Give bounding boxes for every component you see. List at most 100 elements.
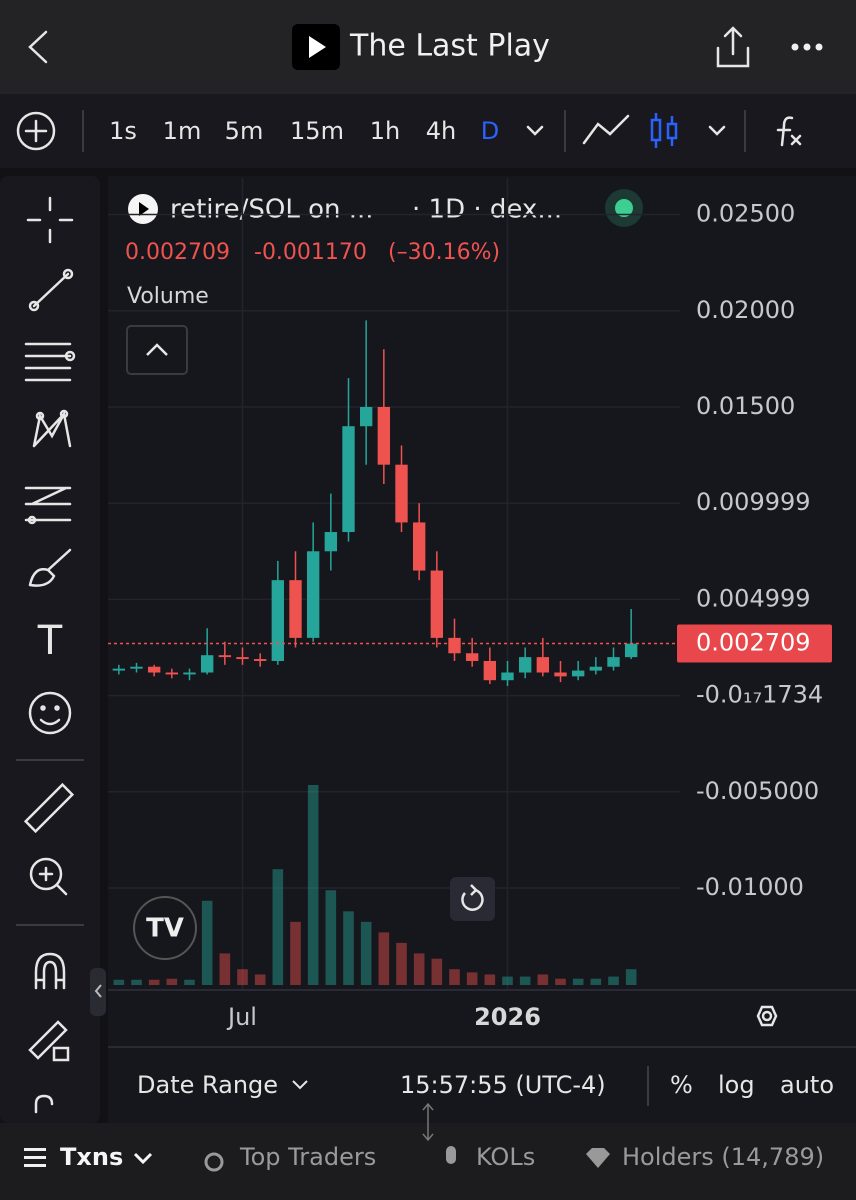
candle-body (448, 637, 461, 654)
volume-bar (113, 979, 125, 985)
price-change-percent: (–30.16%) (388, 240, 500, 265)
candle-body (342, 426, 355, 533)
volume-bar (254, 974, 266, 985)
auto-toggle[interactable]: auto (780, 1071, 834, 1099)
candle-body (395, 464, 408, 523)
emoji-tool[interactable] (28, 691, 72, 735)
reset-button[interactable] (450, 877, 495, 921)
timeframes: 1s 1m 5m 15m 1h 4h D (109, 117, 499, 145)
tab[interactable]: KOLs (476, 1143, 535, 1171)
resize-handle[interactable] (422, 1102, 434, 1142)
crosshair-tool[interactable] (26, 196, 74, 244)
status-dot (615, 199, 633, 217)
more-button[interactable] (791, 43, 823, 51)
volume-bar (519, 976, 531, 985)
lock-drawings-tool[interactable] (28, 1020, 70, 1062)
volume-bar (502, 976, 513, 985)
candle-body (359, 406, 373, 427)
brush-tool[interactable] (28, 548, 72, 587)
volume-bar (413, 953, 425, 985)
share-button[interactable] (716, 26, 750, 68)
back-button[interactable] (28, 30, 48, 64)
tradingview-logo[interactable] (133, 896, 197, 960)
tab[interactable]: Top Traders (239, 1143, 376, 1171)
trend-line-tool[interactable] (28, 268, 74, 312)
fib-tool[interactable] (24, 342, 76, 382)
add-indicator[interactable] (16, 111, 56, 151)
volume-bar (272, 869, 284, 985)
log-toggle[interactable]: log (718, 1071, 755, 1099)
y-tick-label: -0.005000 (696, 777, 819, 805)
timeframe-button[interactable]: 4h (426, 117, 456, 145)
settings-button[interactable] (756, 1005, 778, 1027)
volume-bar (290, 921, 301, 985)
pattern-tool[interactable] (32, 409, 72, 448)
candle-body (430, 570, 444, 638)
timeframe-button[interactable]: 1m (163, 117, 202, 145)
volume-bar (307, 785, 319, 985)
volume-bar (590, 978, 602, 985)
y-tick-label: -0.01000 (696, 873, 804, 901)
volume-bar (166, 978, 178, 985)
candle-body (183, 672, 196, 675)
candle-body (536, 657, 550, 673)
candle-body (501, 672, 514, 681)
timeframe-button[interactable]: D (481, 117, 499, 145)
x-tick-label: 2026 (474, 1003, 541, 1031)
last-price-label: 0.002709 (696, 628, 811, 656)
candle-chart-button[interactable] (650, 113, 678, 148)
text-tool[interactable]: T (37, 618, 63, 664)
candle-body (412, 522, 426, 571)
volume-label: Volume (127, 284, 209, 309)
prediction-tool[interactable] (24, 486, 72, 525)
chart-type-dropdown[interactable] (708, 125, 726, 136)
logo-mark (309, 36, 326, 58)
page-title: The Last Play (349, 29, 550, 64)
timeframe-button[interactable]: 5m (225, 117, 264, 145)
zoom-tool[interactable] (29, 857, 68, 896)
timeframe-button[interactable]: 15m (290, 117, 344, 145)
volume-bar (555, 978, 566, 985)
line-chart-button[interactable] (582, 114, 630, 145)
tab[interactable]: Txns (60, 1143, 123, 1171)
candle-body (377, 406, 391, 465)
candle-body (200, 655, 214, 673)
candle-body (306, 551, 320, 638)
timeframe-button[interactable]: 1h (370, 117, 400, 145)
time: 15:57:55 (UTC-4) (400, 1071, 606, 1099)
candle-body (147, 666, 161, 673)
candle-body (218, 655, 232, 658)
measure-tool[interactable] (23, 782, 75, 834)
percent-toggle[interactable]: % (670, 1071, 693, 1099)
candle-body (554, 672, 567, 677)
collapse-legend[interactable] (126, 325, 188, 375)
y-tick-label: 0.02000 (696, 296, 795, 324)
y-tick-label: 0.009999 (696, 488, 811, 516)
timeframe-button[interactable]: 1s (109, 117, 137, 145)
volume-bar (431, 958, 443, 985)
y-tick-label: 0.004999 (696, 584, 811, 612)
volume-bar (466, 972, 478, 985)
candle-body (236, 657, 249, 660)
tab-dropdown[interactable] (133, 1152, 153, 1165)
drawing-toolbar (0, 176, 100, 1123)
last-price: 0.002709 (125, 240, 230, 265)
date-range[interactable]: Date Range (137, 1071, 278, 1099)
volume-bar (608, 976, 619, 985)
lock-tool[interactable] (34, 1094, 54, 1114)
volume-bar (148, 979, 160, 985)
y-tick-label: 0.02500 (696, 200, 795, 228)
last-price-box (677, 624, 832, 663)
candle-body (624, 643, 638, 658)
indicators-button[interactable] (776, 116, 802, 147)
magnet-tool[interactable] (34, 952, 66, 990)
volume-bar (396, 942, 407, 985)
volume-bar (219, 953, 231, 985)
timeframe-dropdown[interactable] (526, 125, 544, 136)
candle-body (589, 666, 603, 671)
volume-bar (484, 974, 496, 985)
tab[interactable]: Holders (14,789) (622, 1143, 824, 1171)
volume-bar (237, 969, 248, 985)
candle-body (112, 668, 126, 671)
